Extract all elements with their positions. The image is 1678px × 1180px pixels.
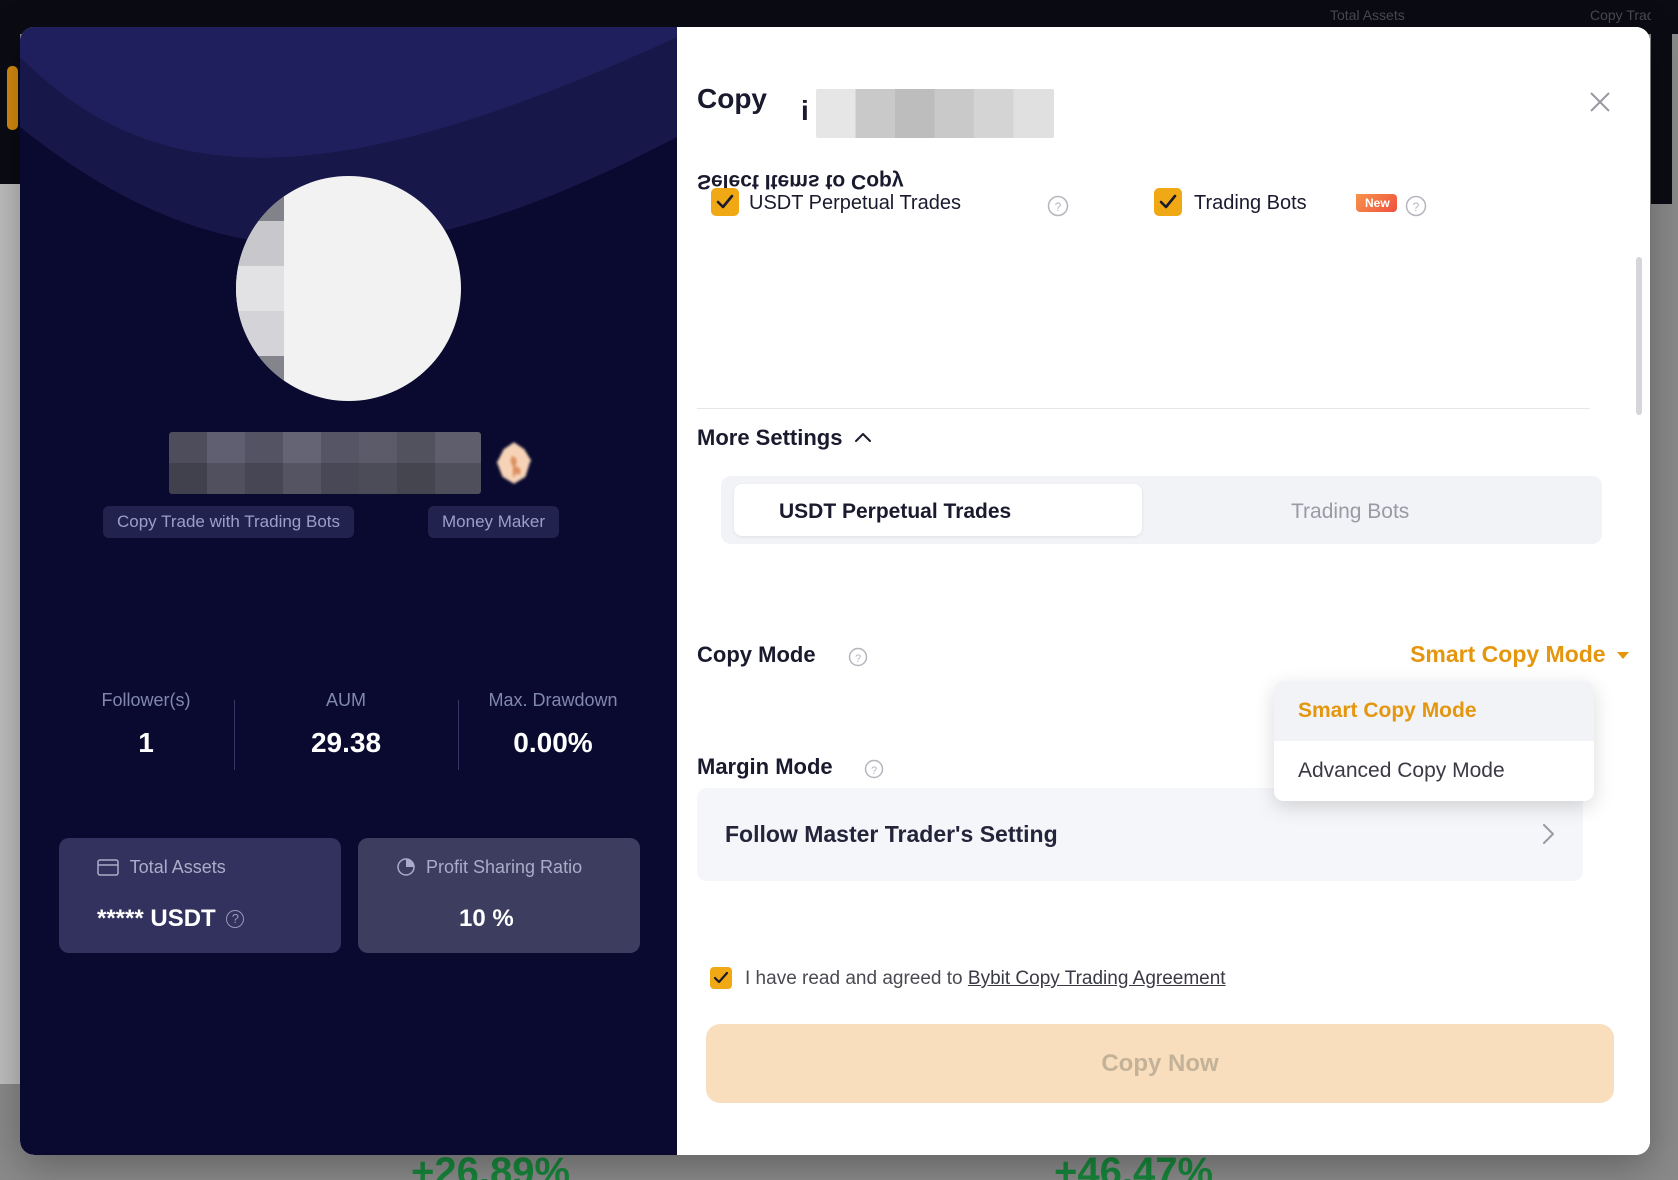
svg-text:?: ? bbox=[1413, 200, 1420, 214]
svg-text:?: ? bbox=[855, 653, 861, 665]
svg-text:?: ? bbox=[871, 765, 877, 777]
svg-text:?: ? bbox=[1055, 200, 1062, 214]
